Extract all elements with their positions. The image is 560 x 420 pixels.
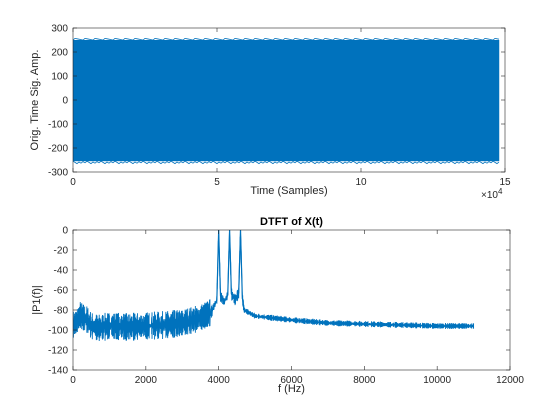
x-tick-label: 5 [214,177,220,188]
y-tick-label: -20 [54,246,69,257]
x-tick-label: 10000 [423,375,451,386]
y-tick-label: -100 [48,326,68,337]
x-tick-label: 12000 [496,375,524,386]
x-tick-label: 0 [70,177,76,188]
y-tick-label: 0 [62,96,68,107]
y-tick-label: -40 [54,266,69,277]
x-tick-label: 0 [70,375,76,386]
signal-envelope [73,40,500,162]
dtft-axes: 0 2000 4000 6000 8000 10000 12000 -140 -120 -100 -… [31,216,524,395]
dtft-axes-frame [72,229,511,371]
time-signal-ylabel: Orig. Time Sig. Amp. [29,50,41,151]
time-signal-x-exponent: ×104 [481,187,503,201]
signal-lower-edge [72,160,500,165]
y-tick-label: -140 [48,366,68,377]
y-tick-label: -60 [54,286,69,297]
dtft-ylabel: |P1(f)| [31,285,43,315]
dtft-plot-area [73,230,475,342]
x-tick-label: 6000 [280,375,303,386]
x-exponent-base: ×10 [481,190,498,201]
time-signal-xlabel: Time (Samples) [250,185,327,197]
time-signal-plot-area [72,37,500,165]
y-tick-label: -120 [48,346,68,357]
signal-upper-edge [72,37,500,41]
y-tick-label: -200 [48,144,68,155]
y-tick-label: -100 [48,120,68,131]
dtft-xlabel: f (Hz) [278,383,305,395]
spectrum-line [73,230,475,342]
time-signal-axes: 0 5 10 15 -300 -200 -100 0 100 200 300 Time (Sampl… [29,24,511,202]
time-signal-ticks: 0 5 10 15 -300 -200 -100 0 100 200 300 [48,24,511,189]
spectrum-peaks [73,230,474,329]
spectrum-series [73,230,475,342]
y-tick-label: -300 [48,168,68,179]
dtft-ticks: 0 2000 4000 6000 8000 10000 12000 -140 -120 -100 -… [48,226,524,387]
x-tick-label: 15 [499,177,511,188]
y-tick-label: 300 [51,24,68,35]
y-tick-label: 200 [51,48,68,59]
x-tick-label: 4000 [208,375,231,386]
x-exponent-power: 4 [498,187,503,196]
y-tick-label: 0 [62,226,68,237]
x-tick-label: 10 [355,177,367,188]
y-tick-label: 100 [51,72,68,83]
x-tick-label: 2000 [135,375,158,386]
x-tick-label: 8000 [353,375,376,386]
y-tick-label: -80 [54,306,69,317]
dtft-title: DTFT of X(t) [260,216,323,228]
